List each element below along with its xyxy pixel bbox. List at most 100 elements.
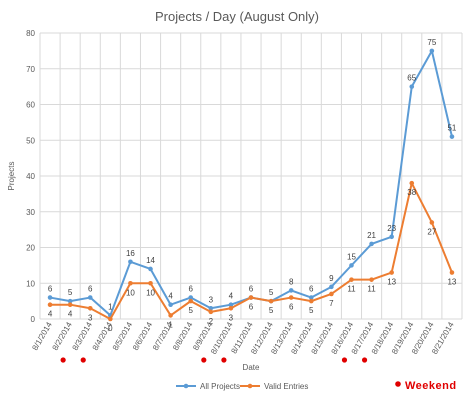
data-point: [188, 298, 194, 304]
data-point: [409, 84, 415, 89]
weekend-marker: [60, 357, 66, 363]
data-label: 10: [146, 288, 155, 297]
data-label: 75: [427, 38, 436, 47]
data-point: [148, 266, 153, 272]
data-label: 0: [108, 324, 113, 333]
data-label: 15: [347, 252, 356, 261]
data-point: [429, 220, 435, 225]
weekend-marker: [80, 357, 86, 363]
data-label: 1: [108, 302, 113, 311]
data-point: [329, 291, 334, 297]
data-point: [389, 270, 394, 275]
data-point: [208, 305, 214, 311]
data-point: [248, 295, 254, 300]
data-label: 4: [168, 292, 173, 301]
weekend-marker: [221, 357, 227, 363]
y-tick-label: 80: [26, 29, 35, 38]
data-point: [369, 241, 374, 247]
data-point: [308, 295, 314, 300]
y-tick-label: 0: [31, 315, 36, 324]
data-point: [168, 313, 173, 318]
data-label: 65: [407, 74, 416, 83]
y-tick-label: 50: [26, 136, 35, 145]
data-label: 6: [249, 285, 254, 294]
data-label: 38: [407, 188, 416, 197]
data-label: 6: [309, 285, 314, 294]
weekend-marker: [361, 357, 368, 363]
data-point: [128, 259, 133, 265]
data-point: [429, 48, 435, 54]
data-point: [47, 302, 53, 308]
data-label: 5: [188, 306, 193, 315]
data-point: [108, 316, 113, 322]
data-point: [188, 295, 194, 300]
data-label: 14: [146, 256, 155, 265]
data-label: 5: [309, 306, 314, 315]
data-label: 11: [367, 285, 376, 294]
legend-entry: Valid Entries: [264, 382, 308, 391]
data-label: 6: [188, 285, 193, 294]
data-point: [349, 263, 354, 268]
chart-title: Projects / Day (August Only): [155, 9, 319, 24]
x-axis-title: Date: [243, 363, 260, 372]
data-label: 6: [289, 303, 294, 312]
data-label: 6: [249, 303, 254, 312]
data-point: [288, 295, 294, 300]
data-label: 3: [88, 313, 93, 322]
data-label: 13: [387, 278, 396, 287]
data-point: [349, 277, 354, 282]
data-label: 5: [269, 306, 274, 315]
data-point: [67, 298, 73, 304]
data-label: 8: [289, 277, 294, 286]
series-line-0: [49, 49, 453, 317]
y-tick-label: 70: [26, 65, 35, 74]
weekend-marker: [341, 357, 348, 363]
weekend-marker: [201, 357, 207, 363]
y-tick-label: 60: [26, 101, 35, 110]
legend-swatch-marker: [183, 383, 189, 389]
data-point: [308, 298, 314, 304]
data-point: [47, 295, 53, 300]
data-label: 5: [269, 288, 274, 297]
data-label: 3: [229, 313, 234, 322]
data-point: [329, 284, 334, 290]
data-point: [389, 234, 394, 240]
data-point: [288, 288, 294, 293]
y-tick-label: 30: [26, 208, 35, 217]
data-label: 1: [168, 320, 173, 329]
data-label: 7: [329, 299, 334, 308]
data-label: 13: [447, 278, 456, 287]
data-point: [208, 309, 214, 315]
data-point: [228, 302, 234, 308]
data-point: [369, 277, 374, 282]
data-point: [87, 305, 93, 311]
data-point: [449, 270, 455, 275]
data-label: 4: [229, 292, 234, 301]
data-point: [268, 298, 274, 304]
y-tick-label: 40: [26, 172, 35, 181]
legend-swatch-marker: [247, 383, 253, 389]
y-axis-title: Projects: [7, 162, 16, 191]
data-point: [228, 305, 234, 311]
y-tick-label: 20: [26, 244, 35, 253]
data-label: 51: [447, 124, 456, 133]
data-label: 23: [387, 224, 396, 233]
weekend-legend-dot: [395, 381, 401, 387]
data-label: 2: [209, 317, 214, 326]
y-tick-label: 10: [26, 279, 35, 288]
data-label: 6: [48, 285, 53, 294]
data-point: [87, 295, 93, 300]
data-point: [67, 302, 73, 308]
data-label: 6: [88, 285, 93, 294]
data-label: 27: [427, 227, 436, 236]
data-point: [409, 180, 415, 186]
data-point: [148, 280, 153, 286]
data-label: 11: [347, 285, 356, 294]
data-label: 10: [126, 288, 135, 297]
data-label: 5: [68, 288, 73, 297]
data-label: 21: [367, 231, 376, 240]
data-label: 4: [68, 310, 73, 319]
weekend-legend-label: Weekend: [405, 380, 457, 392]
data-point: [168, 302, 173, 308]
